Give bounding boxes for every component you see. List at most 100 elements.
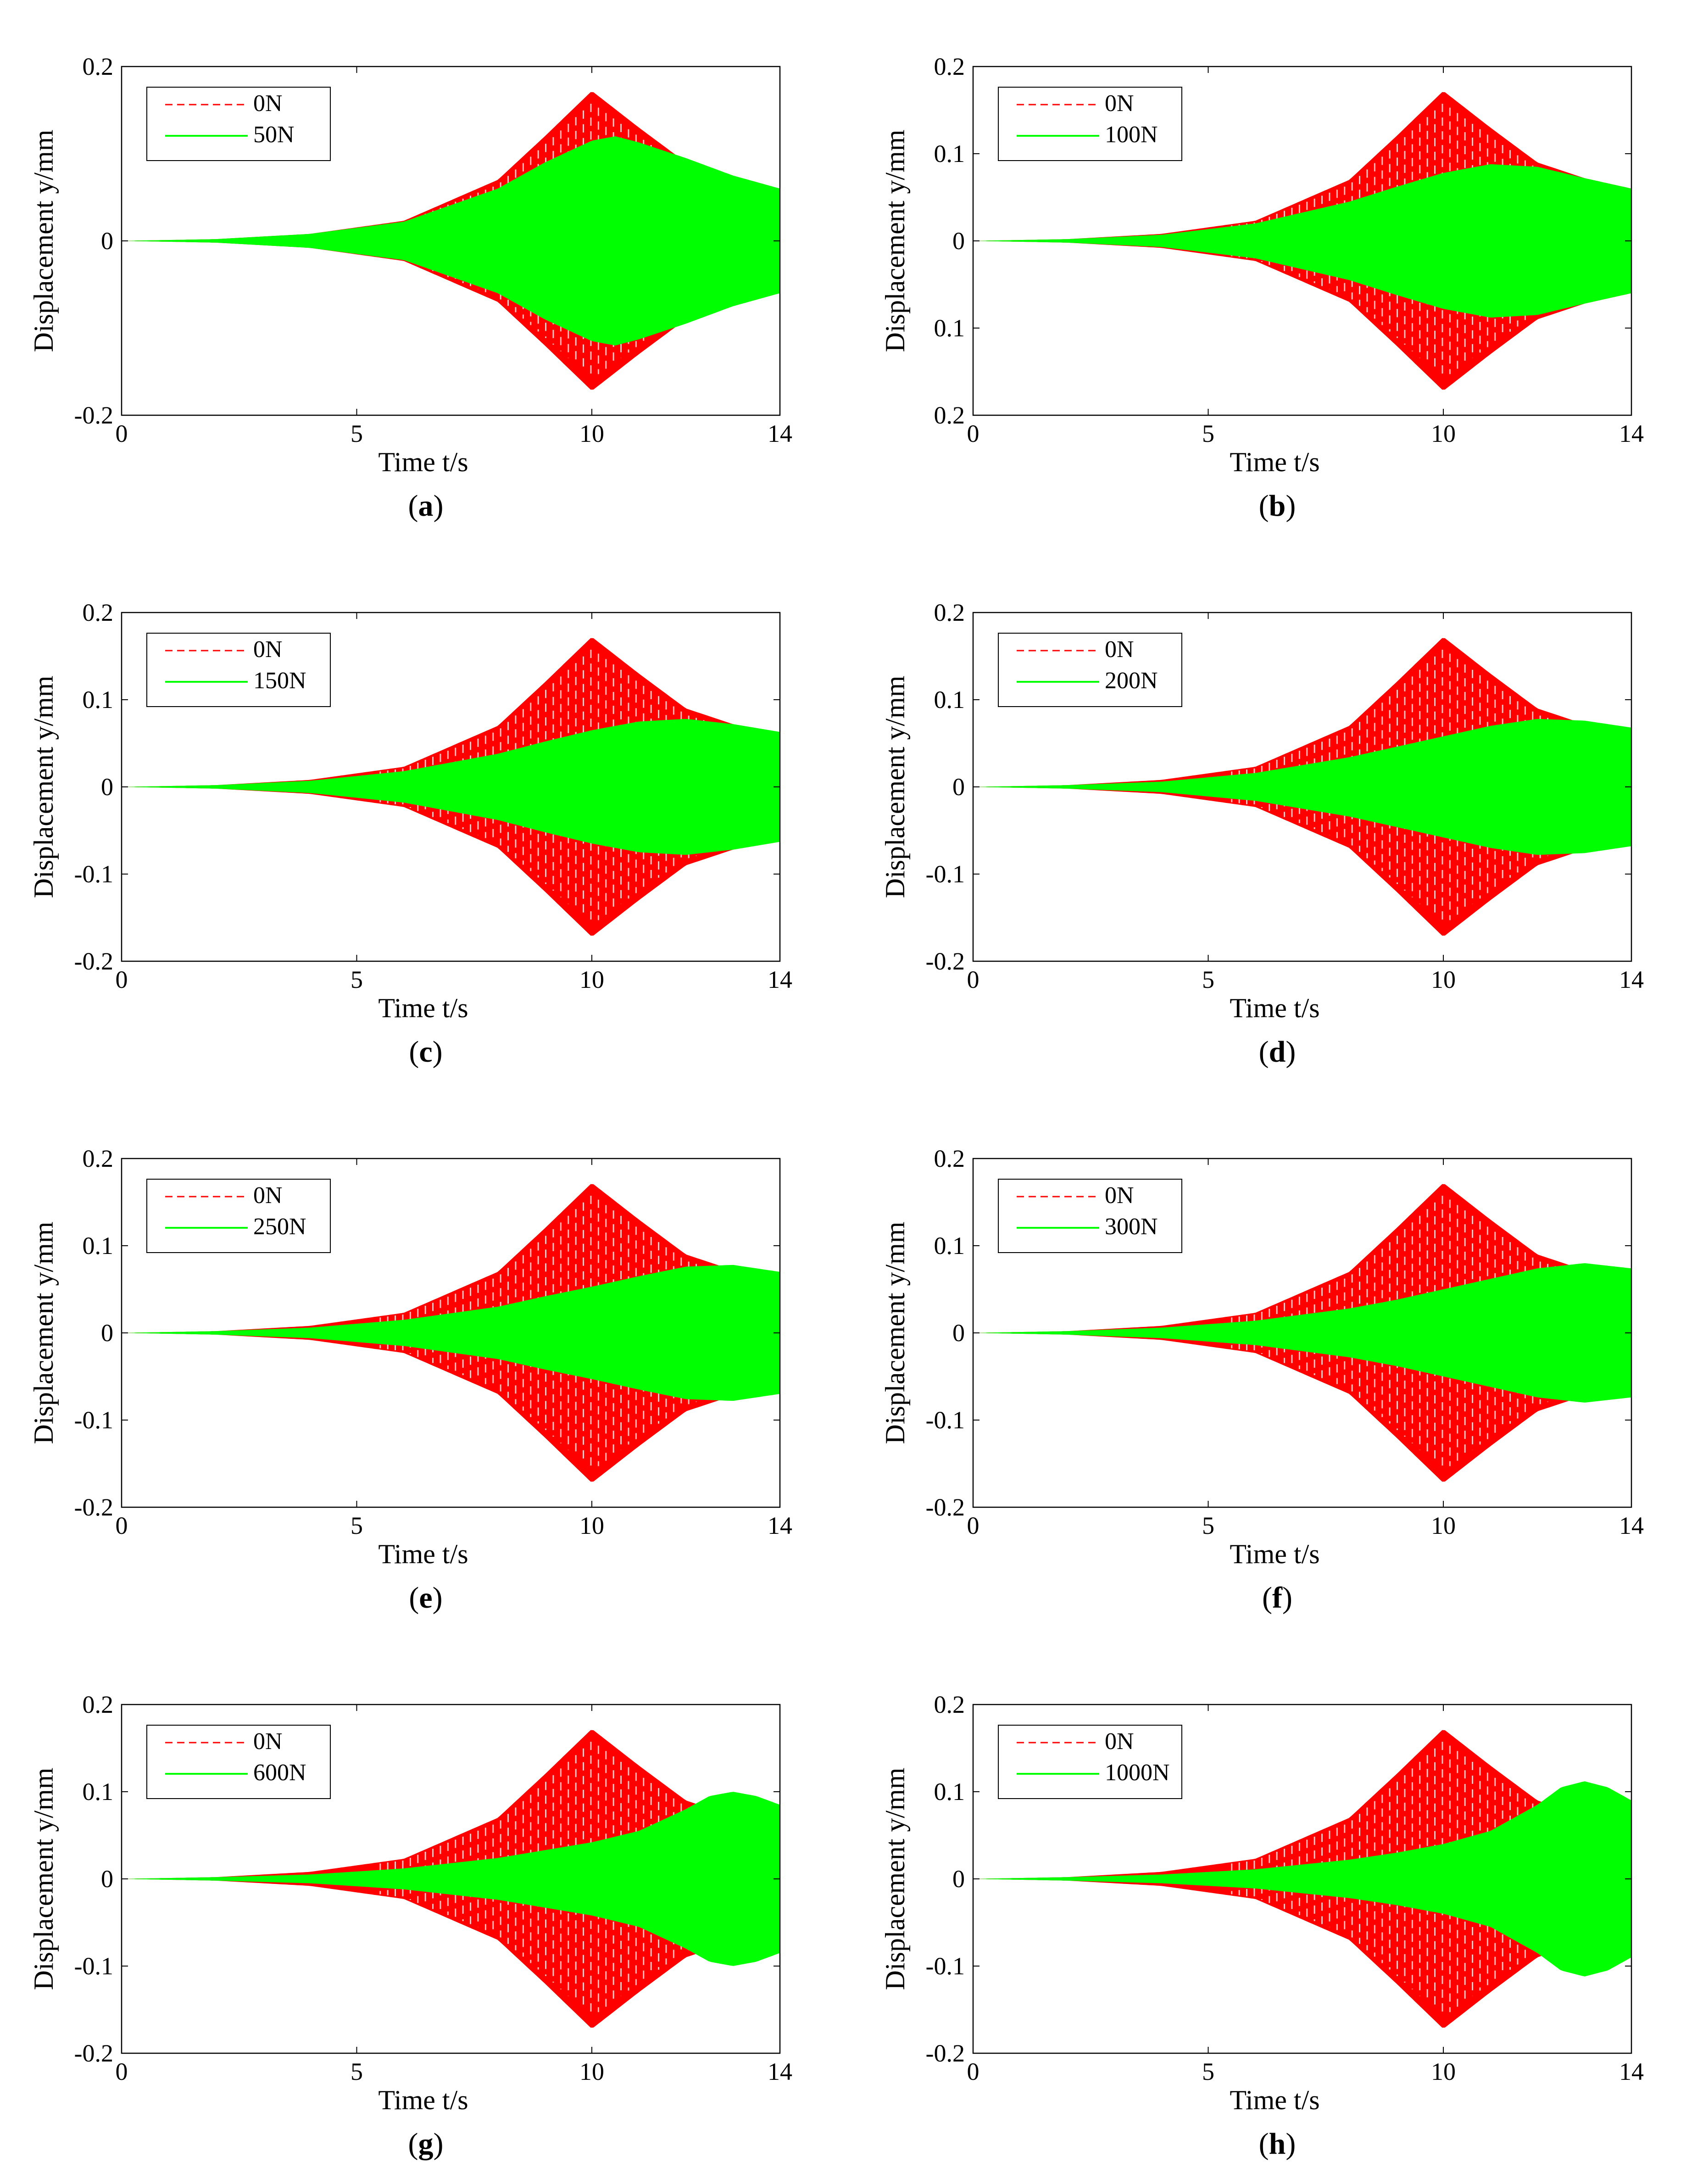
- x-axis-label: Time t/s: [1230, 1539, 1319, 1569]
- y-tick-label: 0.2: [83, 1145, 114, 1172]
- y-tick-label: 0: [101, 1865, 113, 1893]
- y-tick-label: 0.1: [934, 140, 965, 167]
- x-tick-label: 5: [351, 2058, 363, 2085]
- panel-letter: e: [419, 1581, 433, 1615]
- x-tick-label: 0: [116, 966, 128, 993]
- y-tick-label: 0.2: [934, 1145, 965, 1172]
- legend-box: [998, 1725, 1182, 1799]
- x-axis-label: Time t/s: [1230, 993, 1319, 1023]
- chart-panel-c: 0 5 10 14 0.2 0.1 0 -0.1 -0.2 Time t/s Displacemen…: [0, 546, 852, 1092]
- y-tick-label: 0.1: [83, 1778, 114, 1805]
- x-axis-label: Time t/s: [378, 2085, 468, 2115]
- x-tick-label: 14: [1619, 966, 1644, 993]
- x-axis-label: Time t/s: [378, 1539, 468, 1569]
- legend-label-0N: 0N: [1105, 1728, 1134, 1755]
- series-envelope-150N: [122, 719, 780, 855]
- x-tick-label: 0: [116, 1512, 128, 1539]
- legend-box: [998, 87, 1182, 161]
- y-tick-label: -0.1: [74, 860, 113, 888]
- x-axis-label: Time t/s: [378, 993, 468, 1023]
- y-tick-label: 0: [952, 1865, 965, 1893]
- plot-area: [973, 638, 1631, 936]
- x-tick-label: 5: [351, 420, 363, 447]
- panel-caption: (f): [1262, 1581, 1292, 1615]
- x-tick-label: 14: [768, 420, 792, 447]
- y-tick-label: -0.2: [926, 2039, 965, 2067]
- x-tick-label: 5: [1202, 966, 1214, 993]
- x-tick-label: 0: [116, 2058, 128, 2085]
- series-envelope-250N: [122, 1265, 780, 1401]
- legend-box: [146, 87, 331, 161]
- y-axis-label: Displacement y/mm: [28, 130, 59, 352]
- y-tick-label: 0.2: [934, 401, 965, 429]
- legend-label-250N: 250N: [253, 1214, 306, 1240]
- chart-svg: 0 5 10 14 0.2 0.1 0 -0.1 -0.2 Time t/s Displacemen…: [28, 1691, 792, 2115]
- y-axis: 0.2 0 -0.2: [74, 53, 780, 429]
- y-tick-label: -0.2: [74, 2039, 113, 2067]
- y-tick-label: 0: [952, 1319, 965, 1347]
- y-tick-label: -0.2: [74, 401, 113, 429]
- x-tick-label: 14: [1619, 1512, 1644, 1539]
- legend: 0N 250N: [146, 1179, 331, 1253]
- y-axis-label: Displacement y/mm: [880, 1222, 910, 1444]
- x-tick-label: 10: [579, 420, 604, 447]
- x-tick-label: 14: [1619, 2058, 1644, 2085]
- x-tick-label: 0: [967, 966, 980, 993]
- x-axis: 0 5 10 14: [967, 1159, 1644, 1539]
- y-tick-label: -0.1: [926, 860, 965, 888]
- panel-caption: (b): [1258, 489, 1296, 523]
- y-axis: 0.2 0.1 0 -0.1 -0.2: [74, 599, 780, 975]
- x-axis: 0 5 10 14: [967, 67, 1644, 447]
- x-tick-label: 10: [1431, 420, 1456, 447]
- y-tick-label: -0.1: [74, 1952, 113, 1980]
- x-tick-label: 0: [116, 420, 128, 447]
- panel-caption: (d): [1258, 1035, 1296, 1069]
- x-tick-label: 14: [1619, 420, 1644, 447]
- panel-letter: f: [1272, 1581, 1282, 1615]
- x-tick-label: 10: [579, 2058, 604, 2085]
- legend-label-0N: 0N: [253, 636, 283, 663]
- legend: 0N 1000N: [998, 1725, 1182, 1799]
- series-envelope-300N: [973, 1263, 1631, 1403]
- chart-panel-f: 0 5 10 14 0.2 0.1 0 -0.1 -0.2 Time t/s Displacemen…: [852, 1092, 1703, 1638]
- y-tick-label: 0.1: [934, 1778, 965, 1805]
- panel-letter: d: [1269, 1035, 1286, 1069]
- x-tick-label: 14: [768, 2058, 792, 2085]
- y-tick-label: 0.2: [83, 53, 114, 80]
- x-tick-label: 14: [768, 1512, 792, 1539]
- x-axis-label: Time t/s: [1230, 2085, 1319, 2115]
- legend-label-0N: 0N: [1105, 1182, 1134, 1209]
- x-tick-label: 0: [967, 1512, 980, 1539]
- y-axis: 0.2 0.1 0 -0.1 -0.2: [74, 1145, 780, 1521]
- chart-panel-d: 0 5 10 14 0.2 0.1 0 -0.1 -0.2 Time t/s Displacemen…: [852, 546, 1703, 1092]
- x-tick-label: 5: [1202, 1512, 1214, 1539]
- y-tick-label: -0.1: [926, 1952, 965, 1980]
- legend-label-600N: 600N: [253, 1760, 306, 1786]
- panel-caption: (g): [408, 2127, 444, 2161]
- y-axis-label: Displacement y/mm: [28, 1768, 59, 1990]
- legend-box: [146, 1179, 331, 1253]
- x-tick-label: 0: [967, 420, 980, 447]
- y-tick-label: 0.2: [934, 599, 965, 626]
- legend: 0N 600N: [146, 1725, 331, 1799]
- panel-letter: c: [419, 1035, 433, 1069]
- x-axis: 0 5 10 14: [967, 613, 1644, 993]
- panel-caption: (e): [409, 1581, 443, 1615]
- y-tick-label: 0: [952, 773, 965, 801]
- legend-label-0N: 0N: [1105, 636, 1134, 663]
- chart-panel-e: 0 5 10 14 0.2 0.1 0 -0.1 -0.2 Time t/s Displacemen…: [0, 1092, 852, 1638]
- legend-label-300N: 300N: [1105, 1214, 1158, 1240]
- legend-box: [998, 633, 1182, 707]
- legend: 0N 300N: [998, 1179, 1182, 1253]
- y-tick-label: 0: [101, 773, 113, 801]
- x-axis: 0 5 10 14: [116, 613, 792, 993]
- y-tick-label: 0.2: [83, 599, 114, 626]
- y-tick-label: 0.2: [934, 53, 965, 80]
- plot-area: [973, 1184, 1631, 1482]
- y-axis-label: Displacement y/mm: [28, 1222, 59, 1444]
- y-tick-label: 0.2: [83, 1691, 114, 1718]
- y-tick-label: -0.1: [74, 1406, 113, 1434]
- y-axis-label: Displacement y/mm: [880, 130, 910, 352]
